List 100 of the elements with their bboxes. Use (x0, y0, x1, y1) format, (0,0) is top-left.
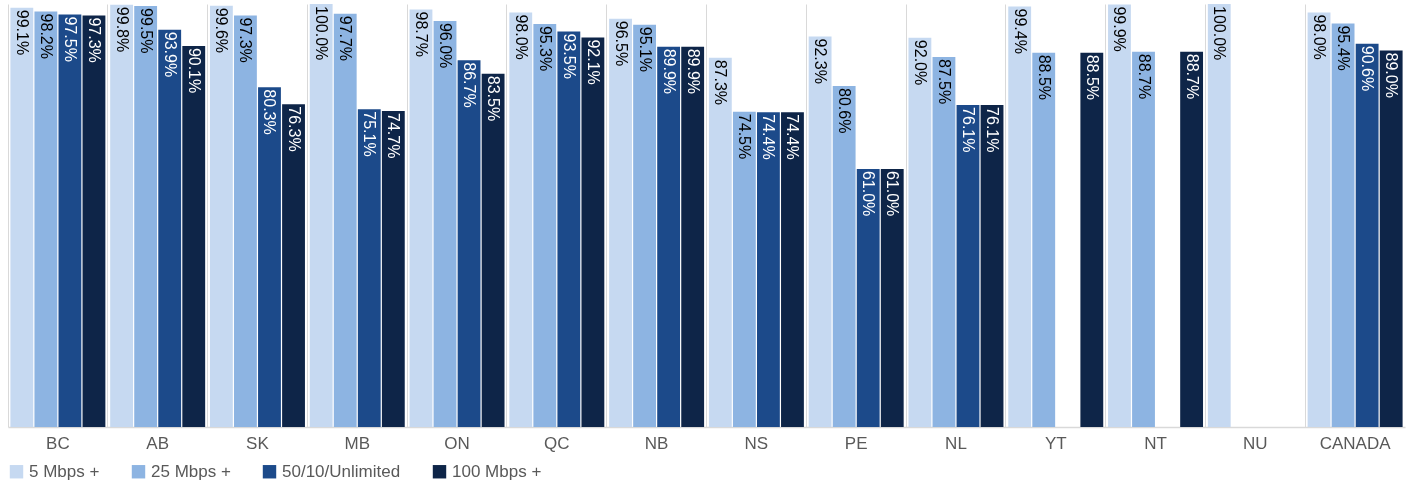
x-tick-label: YT (1044, 433, 1067, 453)
x-tick-label: AB (146, 433, 170, 453)
data-label: 93.9% (161, 31, 179, 78)
data-label: 74.7% (385, 113, 403, 159)
bar (234, 15, 257, 427)
data-label: 74.4% (784, 114, 802, 160)
data-label: 88.7% (1183, 53, 1201, 100)
data-label: 97.7% (337, 15, 355, 62)
bar (1008, 6, 1032, 427)
data-label: 92.1% (584, 39, 602, 85)
bar (309, 4, 333, 427)
legend-label: 25 Mbps + (151, 461, 231, 481)
bar (708, 57, 732, 427)
x-tick-label: PE (844, 433, 868, 453)
data-label: 98.7% (412, 11, 430, 57)
bar (282, 104, 305, 427)
data-label: 96.5% (612, 20, 630, 67)
data-label: 95.1% (636, 26, 654, 73)
data-label: 89.0% (1383, 52, 1401, 98)
bar (1379, 50, 1403, 427)
bar (1180, 51, 1204, 427)
bar (82, 15, 106, 427)
data-label: 89.9% (660, 48, 678, 95)
bar (258, 87, 281, 427)
data-label: 100.0% (1211, 6, 1229, 61)
data-label: 99.4% (1011, 8, 1029, 54)
bar (357, 109, 381, 427)
data-label: 74.4% (760, 114, 778, 160)
bar (209, 5, 233, 427)
bar (956, 105, 980, 427)
data-label: 92.0% (911, 39, 929, 86)
data-label: 76.3% (285, 106, 303, 152)
bar (533, 23, 557, 427)
bar (756, 112, 780, 427)
data-label: 95.3% (536, 25, 554, 72)
data-label: 100.0% (313, 6, 331, 61)
data-label: 99.9% (1111, 6, 1129, 52)
bar (182, 45, 206, 427)
bar (1108, 4, 1131, 427)
legend-label: 50/10/Unlimited (282, 461, 401, 481)
legend-label: 5 Mbps + (29, 461, 100, 481)
data-label: 87.5% (935, 58, 953, 105)
data-label: 90.1% (185, 47, 203, 94)
bar (1307, 12, 1331, 427)
bar (433, 20, 457, 427)
bar (808, 36, 832, 427)
data-label: 93.5% (560, 33, 578, 79)
bar (1355, 43, 1379, 427)
bar (980, 105, 1004, 427)
data-label: 86.7% (461, 62, 479, 108)
data-label: 61.0% (860, 170, 878, 217)
bar (333, 13, 357, 427)
x-tick-label: NS (744, 433, 769, 453)
bar (681, 46, 705, 427)
bar (1132, 51, 1155, 427)
bar (509, 12, 533, 427)
bar (457, 60, 481, 427)
data-label: 96.0% (437, 22, 455, 69)
bar (158, 29, 182, 427)
data-label: 88.7% (1135, 53, 1153, 100)
x-tick-label: NB (644, 433, 669, 453)
x-tick-label: QC (544, 433, 570, 453)
bar (856, 168, 880, 427)
data-label: 61.0% (884, 170, 902, 217)
data-label: 92.3% (812, 38, 830, 84)
data-label: 75.1% (361, 111, 379, 157)
x-tick-label: NU (1243, 433, 1268, 453)
data-label: 99.1% (13, 9, 31, 56)
bar (409, 9, 433, 427)
data-label: 76.1% (959, 107, 977, 153)
data-label: 87.3% (712, 59, 730, 106)
x-tick-label: NT (1144, 433, 1167, 453)
data-label: 97.3% (85, 17, 103, 63)
data-label: 74.5% (736, 113, 754, 160)
data-label: 83.5% (485, 75, 503, 122)
data-label: 76.1% (984, 107, 1002, 153)
data-label: 99.5% (137, 8, 155, 54)
bar (1032, 52, 1056, 427)
bar (110, 4, 134, 427)
data-label: 80.3% (261, 89, 279, 135)
bar (557, 31, 581, 427)
bar (134, 6, 158, 427)
x-tick-label: CANADA (1319, 433, 1392, 453)
bar (732, 111, 756, 427)
data-label: 95.4% (1335, 25, 1353, 71)
bar (908, 37, 932, 427)
bar (609, 18, 632, 427)
bar (1331, 23, 1355, 427)
bar (880, 168, 904, 427)
bar (381, 111, 405, 427)
x-tick-label: SK (246, 433, 270, 453)
data-label: 88.5% (1083, 54, 1101, 101)
x-tick-label: NL (945, 433, 967, 453)
x-tick-label: BC (46, 433, 70, 453)
x-tick-label: MB (344, 433, 370, 453)
bar (832, 86, 856, 427)
bar (657, 46, 681, 427)
data-label: 97.5% (61, 16, 79, 62)
data-label: 97.3% (237, 17, 255, 63)
data-label: 98.2% (37, 13, 55, 59)
